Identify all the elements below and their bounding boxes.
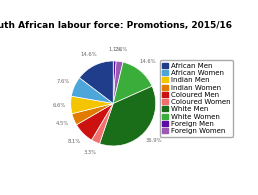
Wedge shape — [71, 78, 113, 104]
Wedge shape — [92, 104, 113, 144]
Legend: African Men, African Women, Indian Men, Indian Women, Coloured Men, Coloured Wom: African Men, African Women, Indian Men, … — [160, 60, 233, 136]
Title: South African labour force: Promotions, 2015/16: South African labour force: Promotions, … — [0, 21, 232, 30]
Text: 3.3%: 3.3% — [84, 150, 97, 155]
Wedge shape — [72, 104, 113, 125]
Text: 1.1%: 1.1% — [108, 47, 122, 52]
Wedge shape — [100, 86, 156, 146]
Text: 4.5%: 4.5% — [56, 121, 69, 126]
Text: 2.6%: 2.6% — [115, 47, 128, 52]
Text: 14.6%: 14.6% — [81, 52, 98, 57]
Wedge shape — [113, 62, 152, 104]
Text: 8.1%: 8.1% — [68, 139, 81, 144]
Wedge shape — [76, 104, 113, 140]
Wedge shape — [79, 61, 113, 104]
Text: 6.6%: 6.6% — [52, 103, 66, 108]
Text: 14.6%: 14.6% — [140, 59, 156, 64]
Wedge shape — [71, 96, 113, 114]
Wedge shape — [113, 61, 116, 104]
Text: 36.9%: 36.9% — [145, 138, 162, 143]
Wedge shape — [113, 61, 123, 104]
Text: 7.6%: 7.6% — [57, 79, 70, 84]
